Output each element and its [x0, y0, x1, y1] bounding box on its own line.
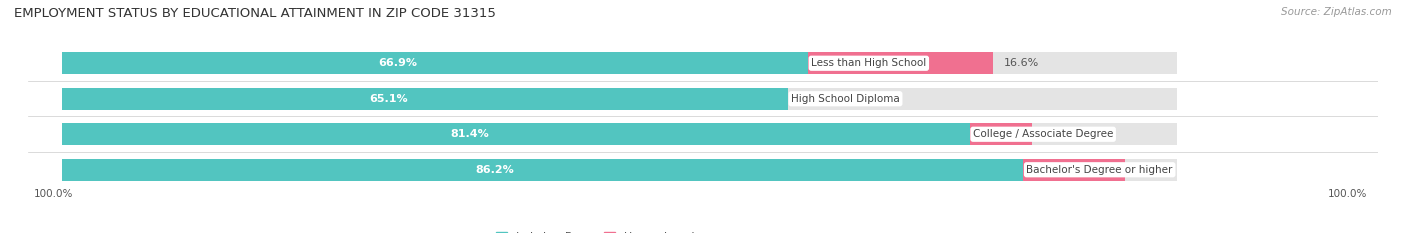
Bar [62, 88, 787, 110]
Bar [808, 52, 993, 74]
Text: 100.0%: 100.0% [1327, 189, 1367, 199]
Text: 100.0%: 100.0% [34, 189, 73, 199]
Text: Bachelor's Degree or higher: Bachelor's Degree or higher [1026, 165, 1173, 175]
Text: 81.4%: 81.4% [451, 129, 489, 139]
Bar [62, 159, 1177, 181]
Bar [970, 123, 1032, 145]
Text: College / Associate Degree: College / Associate Degree [973, 129, 1114, 139]
Bar [62, 123, 1177, 145]
Text: 86.2%: 86.2% [475, 165, 513, 175]
Text: 65.1%: 65.1% [368, 94, 408, 104]
Bar [62, 52, 808, 74]
Text: 9.1%: 9.1% [1136, 165, 1164, 175]
Bar [62, 123, 970, 145]
Text: Less than High School: Less than High School [811, 58, 927, 68]
Bar [62, 52, 1177, 74]
Bar [1024, 159, 1125, 181]
Text: 0.0%: 0.0% [799, 94, 827, 104]
Legend: In Labor Force, Unemployed: In Labor Force, Unemployed [496, 232, 695, 233]
Text: High School Diploma: High School Diploma [792, 94, 900, 104]
Text: EMPLOYMENT STATUS BY EDUCATIONAL ATTAINMENT IN ZIP CODE 31315: EMPLOYMENT STATUS BY EDUCATIONAL ATTAINM… [14, 7, 496, 20]
Bar [62, 159, 1024, 181]
Text: 66.9%: 66.9% [378, 58, 418, 68]
Text: 16.6%: 16.6% [1004, 58, 1039, 68]
Text: Source: ZipAtlas.com: Source: ZipAtlas.com [1281, 7, 1392, 17]
Text: 5.6%: 5.6% [1043, 129, 1071, 139]
Bar [62, 88, 1177, 110]
